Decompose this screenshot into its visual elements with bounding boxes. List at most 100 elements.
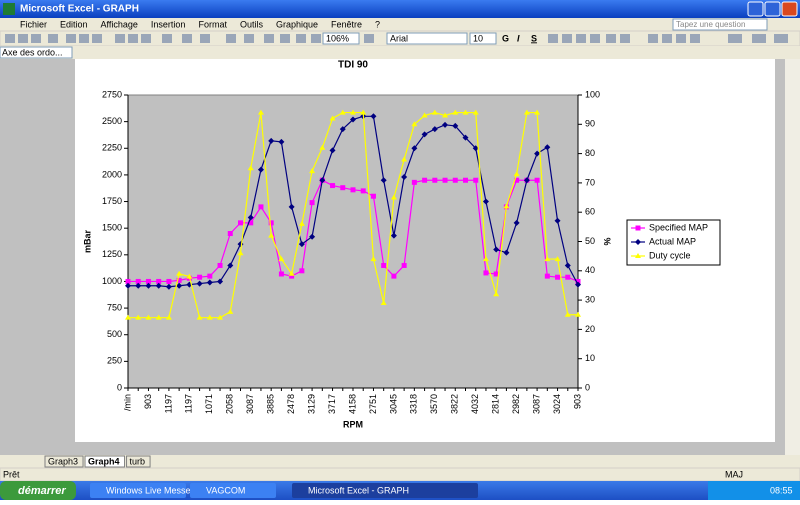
sheet-tab-label: Graph3 bbox=[48, 456, 78, 466]
task-button[interactable] bbox=[190, 483, 276, 498]
marker bbox=[472, 145, 479, 152]
zoom-text: 106% bbox=[326, 33, 349, 43]
menu-item[interactable]: Graphique bbox=[276, 19, 318, 29]
status-text: Prêt bbox=[3, 469, 20, 479]
marker bbox=[391, 273, 397, 279]
marker bbox=[370, 256, 377, 262]
marker bbox=[483, 270, 489, 276]
legend-label: Specified MAP bbox=[649, 222, 708, 232]
marker bbox=[411, 121, 418, 127]
question-box[interactable] bbox=[672, 18, 768, 31]
menu-item[interactable]: Fichier bbox=[20, 19, 47, 29]
menu-item[interactable]: Fenêtre bbox=[331, 19, 362, 29]
chart: TDI 900250500750100012501500175020002250… bbox=[82, 60, 721, 429]
status-caps: MAJ bbox=[725, 469, 743, 479]
start-button[interactable] bbox=[0, 481, 76, 500]
marker bbox=[462, 109, 469, 115]
x-tick-label: 903 bbox=[143, 394, 153, 409]
x-tick-label: 3885 bbox=[266, 394, 276, 414]
marker bbox=[237, 250, 244, 256]
marker bbox=[401, 262, 407, 268]
minimize-button[interactable] bbox=[747, 1, 764, 17]
formula-bar bbox=[0, 46, 800, 59]
marker bbox=[431, 126, 438, 133]
marker bbox=[390, 194, 397, 200]
menu-item[interactable]: Insertion bbox=[151, 19, 186, 29]
italic-button[interactable]: I bbox=[517, 33, 520, 43]
marker bbox=[431, 109, 438, 115]
sheet-tab[interactable] bbox=[84, 455, 126, 468]
y-axis-label: mBar bbox=[82, 230, 92, 254]
marker bbox=[452, 109, 459, 115]
marker bbox=[523, 109, 530, 115]
tray bbox=[708, 481, 800, 500]
marker bbox=[554, 217, 561, 224]
marker bbox=[421, 131, 428, 138]
font-size-text: 10 bbox=[473, 33, 483, 43]
font-box[interactable] bbox=[386, 32, 468, 45]
maximize-button[interactable] bbox=[764, 1, 781, 17]
x-tick-label: 1197 bbox=[163, 394, 173, 413]
marker bbox=[186, 273, 193, 279]
task-button[interactable] bbox=[292, 483, 478, 498]
name-box[interactable] bbox=[0, 46, 73, 59]
font-size-box[interactable] bbox=[469, 32, 497, 45]
marker bbox=[390, 232, 397, 239]
x-tick-label: 1197 bbox=[184, 394, 194, 413]
marker bbox=[503, 203, 510, 209]
marker bbox=[513, 171, 520, 177]
marker bbox=[319, 144, 326, 150]
bold-button[interactable]: G bbox=[502, 33, 509, 43]
sheet-tab[interactable] bbox=[44, 455, 84, 468]
menu-item[interactable]: Format bbox=[198, 19, 227, 29]
marker bbox=[197, 274, 203, 280]
marker bbox=[463, 177, 468, 183]
marker bbox=[564, 262, 571, 269]
scrollbar[interactable] bbox=[785, 59, 800, 455]
marker bbox=[452, 122, 459, 129]
marker bbox=[432, 177, 438, 183]
sheet-tab[interactable] bbox=[126, 455, 151, 468]
marker bbox=[473, 177, 479, 183]
marker bbox=[165, 314, 172, 320]
y-tick-label: 1000 bbox=[102, 276, 122, 286]
marker bbox=[268, 232, 275, 238]
marker bbox=[319, 177, 326, 184]
marker bbox=[360, 109, 367, 115]
marker bbox=[217, 278, 224, 285]
menu-item[interactable]: Affichage bbox=[101, 19, 138, 29]
legend-marker bbox=[635, 239, 641, 245]
y-tick-label: 2500 bbox=[102, 116, 122, 126]
underline-button[interactable]: S bbox=[531, 33, 537, 43]
y2-tick-label: 10 bbox=[585, 353, 595, 363]
zoom-box[interactable] bbox=[322, 32, 360, 45]
marker bbox=[339, 126, 346, 133]
marker bbox=[452, 177, 458, 183]
y-tick-label: 2750 bbox=[102, 89, 122, 99]
marker bbox=[268, 220, 274, 226]
y-tick-label: 250 bbox=[107, 356, 122, 366]
menu-item[interactable]: ? bbox=[375, 19, 380, 29]
font-text: Arial bbox=[390, 33, 408, 43]
marker bbox=[125, 314, 131, 320]
marker bbox=[247, 165, 254, 171]
x-tick-label: 3087 bbox=[245, 394, 255, 414]
x-tick-label: 903 bbox=[572, 394, 582, 409]
marker bbox=[196, 314, 203, 320]
marker bbox=[442, 177, 448, 183]
marker bbox=[544, 144, 551, 151]
close-button[interactable] bbox=[781, 1, 798, 17]
menu-item[interactable]: Edition bbox=[60, 19, 88, 29]
marker bbox=[206, 314, 213, 320]
marker bbox=[288, 203, 295, 210]
marker bbox=[278, 271, 284, 277]
menu-bar bbox=[0, 18, 800, 31]
x-tick-label: 3717 bbox=[327, 394, 337, 414]
menu-item[interactable]: Outils bbox=[240, 19, 264, 29]
marker bbox=[135, 314, 142, 320]
y2-tick-label: 70 bbox=[585, 177, 595, 187]
marker bbox=[145, 314, 152, 320]
marker bbox=[503, 249, 510, 256]
marker bbox=[370, 193, 376, 199]
task-button[interactable] bbox=[90, 483, 186, 498]
